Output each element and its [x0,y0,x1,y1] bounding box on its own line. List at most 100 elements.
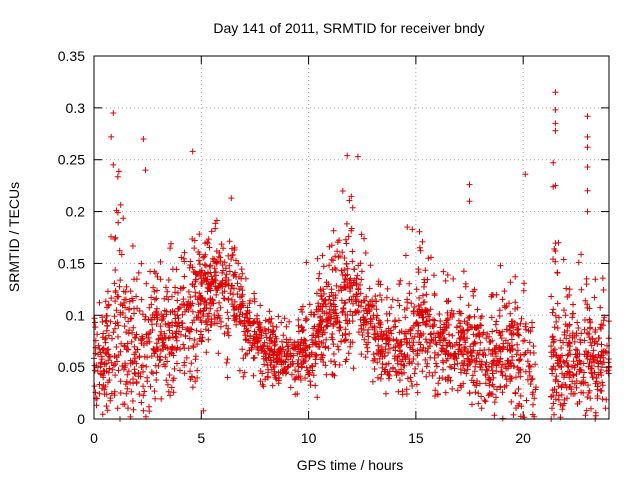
data-point [122,289,129,295]
data-point [353,298,360,305]
data-point [584,394,591,400]
data-point [153,309,160,316]
data-point [529,375,536,382]
data-point [429,372,436,379]
data-point [182,333,189,340]
data-point [267,340,273,347]
data-point [402,330,409,337]
data-point [426,343,433,350]
data-point [112,267,119,273]
data-point [583,275,590,282]
data-point [112,287,119,294]
data-point [216,299,223,306]
data-point [578,286,585,293]
data-point [346,318,353,324]
data-point [572,346,579,353]
data-point [571,333,578,339]
data-point [598,352,605,359]
data-point [161,307,168,314]
data-point [112,372,119,379]
data-point [557,357,564,364]
data-point [443,347,450,354]
data-point [552,248,559,254]
data-point [133,360,140,367]
plot-frame [93,55,610,420]
data-point [456,342,463,349]
data-point [99,334,106,341]
data-point [510,324,517,331]
data-point [279,344,286,351]
data-point [139,333,145,340]
data-point [280,346,287,353]
data-point [552,120,559,127]
data-point [453,324,460,331]
data-point [224,309,231,316]
data-point [99,411,106,418]
data-point [482,380,489,387]
data-point [588,363,595,369]
data-point [167,392,174,399]
data-point [159,335,166,342]
data-point [317,313,324,320]
data-point [117,311,124,318]
data-point [591,358,598,364]
data-point [294,350,301,357]
data-point [200,407,207,414]
data-point [424,349,431,355]
data-point [104,323,111,329]
data-point [442,337,449,344]
data-point [512,299,519,306]
data-point [408,300,415,307]
data-point [349,248,356,255]
data-point [168,384,175,391]
data-point [520,287,527,294]
data-point [241,369,248,376]
data-point [266,308,273,315]
data-point [264,362,271,369]
data-point [461,318,468,325]
data-point [549,405,555,412]
data-point [97,349,104,356]
data-point [574,319,581,326]
data-point [564,327,571,334]
data-point [175,305,181,312]
data-point [209,255,216,262]
data-point [426,369,433,376]
data-point [403,391,410,397]
data-point [581,326,588,333]
data-point [181,359,188,366]
data-point [298,361,305,368]
data-point [484,367,491,374]
data-point [323,336,330,343]
data-point [265,374,271,381]
data-point [129,243,136,249]
x-tick-label: 0 [90,430,98,446]
data-point [157,276,164,283]
data-point [469,324,476,331]
data-point [262,350,269,356]
data-point [152,395,159,402]
data-point [138,296,145,303]
data-point [336,319,343,326]
data-point [554,269,561,276]
data-point [574,400,581,407]
y-tick-label: 0.3 [66,100,86,116]
data-point [108,295,115,302]
data-point [370,351,377,358]
data-point [231,317,238,324]
data-point [140,383,147,390]
data-point [326,309,333,316]
data-point [129,359,136,366]
data-point [236,286,243,292]
data-point [349,258,356,265]
data-point [283,336,290,343]
data-point [304,367,311,374]
data-point [212,220,219,227]
data-point [199,281,205,287]
data-point [365,326,372,333]
data-point [310,325,317,332]
data-point [125,318,132,325]
data-point [240,355,247,362]
data-point [178,254,185,261]
data-point [440,268,447,275]
